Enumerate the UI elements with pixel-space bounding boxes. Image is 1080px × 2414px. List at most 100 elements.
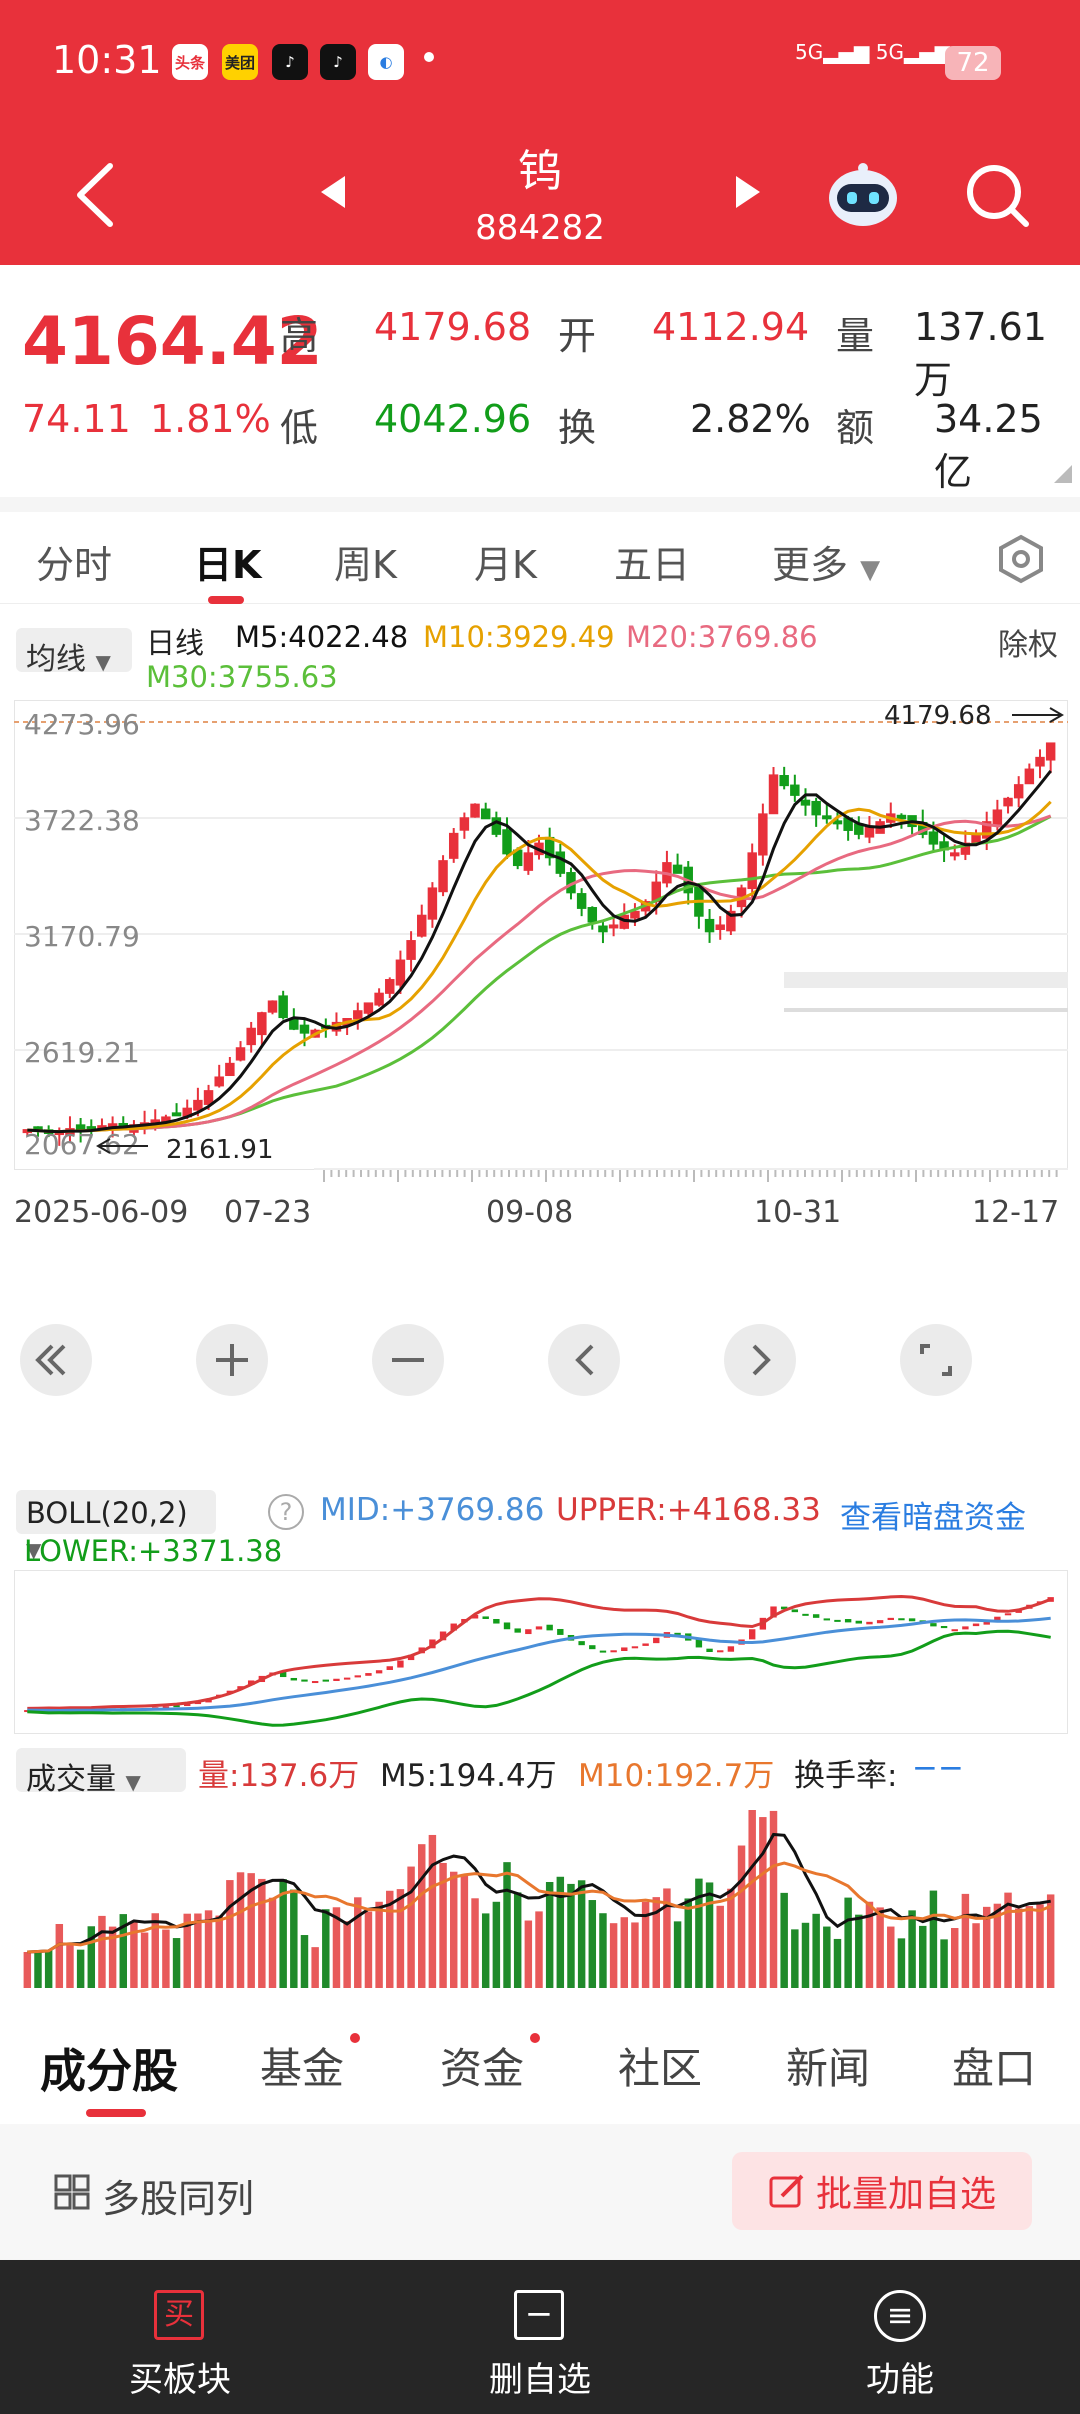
buy-sector-label: 买板块 bbox=[129, 2360, 231, 2400]
candle bbox=[928, 831, 939, 845]
volume-bar bbox=[545, 1882, 554, 1988]
volume-bar bbox=[833, 1938, 842, 1988]
boll-candle bbox=[642, 1643, 649, 1646]
volume-bar bbox=[631, 1922, 639, 1988]
volume-bar bbox=[290, 1889, 298, 1988]
candle bbox=[502, 829, 512, 855]
tab-monthly-k[interactable]: 月K bbox=[474, 543, 537, 587]
pan-left-icon[interactable] bbox=[548, 1324, 620, 1396]
candle bbox=[385, 979, 395, 994]
candle bbox=[1045, 742, 1056, 761]
candle bbox=[203, 1090, 214, 1105]
volume-bar bbox=[524, 1920, 533, 1988]
meituan-app-icon: 美团 bbox=[222, 44, 258, 80]
volume-bar bbox=[577, 1880, 586, 1988]
volume-bar bbox=[876, 1907, 884, 1988]
boll-candle bbox=[908, 1618, 916, 1622]
pan-right-icon[interactable] bbox=[724, 1324, 796, 1396]
boll-candle bbox=[983, 1620, 990, 1625]
volume-bar bbox=[226, 1880, 234, 1988]
candle bbox=[491, 817, 502, 835]
boll-candle bbox=[503, 1622, 511, 1630]
boll-candle bbox=[898, 1618, 905, 1621]
boll-candle bbox=[397, 1660, 404, 1668]
boll-candle bbox=[930, 1623, 937, 1627]
date-tick-1: 2025-06-09 bbox=[14, 1195, 188, 1230]
prev-stock-icon[interactable] bbox=[315, 172, 351, 212]
back-arrow-icon[interactable] bbox=[70, 160, 120, 230]
robot-assistant-icon[interactable] bbox=[825, 160, 901, 230]
tab-more[interactable]: 更多 ▼ bbox=[772, 543, 881, 587]
high-value: 4179.68 bbox=[374, 305, 532, 349]
volume-bar bbox=[322, 1909, 330, 1988]
min-price-marker: 2161.91 bbox=[166, 1135, 274, 1165]
volume-bar bbox=[44, 1949, 53, 1988]
volume-bar bbox=[641, 1901, 650, 1988]
tab-fund[interactable]: 基金 bbox=[260, 2044, 345, 2093]
search-icon[interactable] bbox=[962, 160, 1032, 230]
price-tick-3: 3170.79 bbox=[24, 920, 140, 953]
volume-bar bbox=[1014, 1908, 1023, 1988]
candle bbox=[704, 918, 715, 933]
candle bbox=[374, 992, 384, 1006]
buy-sector-button[interactable]: 买 买板块 bbox=[0, 2260, 360, 2414]
multi-stock-label[interactable]: 多股同列 bbox=[102, 2177, 255, 2221]
candlestick-chart[interactable]: 4273.96 3722.38 3170.79 2619.21 2067.62 … bbox=[14, 700, 1068, 1170]
volume-bar bbox=[695, 1878, 703, 1988]
open-value: 4112.94 bbox=[652, 305, 810, 349]
boll-candle bbox=[1004, 1613, 1012, 1616]
volume-bar bbox=[172, 1938, 181, 1988]
tab-daily-k[interactable]: 日K bbox=[194, 543, 262, 587]
volume-bar bbox=[791, 1929, 799, 1988]
fullscreen-icon[interactable] bbox=[900, 1324, 972, 1396]
boll-candle bbox=[599, 1650, 607, 1653]
volume-value: 137.61万 bbox=[914, 305, 1047, 402]
scroll-left-icon[interactable] bbox=[20, 1324, 92, 1396]
candle bbox=[278, 995, 288, 1019]
candle bbox=[438, 860, 448, 893]
boll-candle bbox=[354, 1675, 361, 1678]
candle bbox=[1003, 797, 1013, 807]
tab-community[interactable]: 社区 bbox=[618, 2044, 703, 2093]
batch-add-watchlist-button[interactable]: 批量加自选 bbox=[732, 2152, 1032, 2230]
remove-icon: − bbox=[514, 2290, 564, 2340]
zoom-in-icon[interactable] bbox=[196, 1324, 268, 1396]
tab-capital[interactable]: 资金 bbox=[440, 2044, 525, 2093]
remove-watchlist-button[interactable]: − 删自选 bbox=[360, 2260, 720, 2414]
open-label: 开 bbox=[558, 314, 597, 358]
volume-chart[interactable] bbox=[14, 1798, 1068, 1988]
boll-selector[interactable]: BOLL(20,2) ▼ bbox=[16, 1490, 216, 1562]
tab-intraday[interactable]: 分时 bbox=[36, 543, 113, 587]
vol-m10: M10:192.7万 bbox=[578, 1758, 775, 1794]
boll-chart[interactable] bbox=[14, 1570, 1068, 1734]
volume-selector[interactable]: 成交量 ▼ bbox=[16, 1748, 186, 1797]
ex-rights-button[interactable]: 除权 bbox=[998, 628, 1058, 663]
next-stock-icon[interactable] bbox=[730, 172, 766, 212]
functions-button[interactable]: ≡ 功能 bbox=[720, 2260, 1080, 2414]
volume-bar bbox=[961, 1893, 970, 1988]
candle bbox=[822, 815, 832, 820]
volume-bar bbox=[268, 1897, 277, 1988]
tab-weekly-k[interactable]: 周K bbox=[334, 543, 397, 587]
boll-candle bbox=[535, 1626, 543, 1630]
signal-icon: 5G▂▄▆ 5G▂▄▆ bbox=[795, 40, 951, 64]
boll-candle bbox=[375, 1670, 383, 1674]
zoom-out-icon[interactable] bbox=[372, 1324, 444, 1396]
tab-orderbook[interactable]: 盘口 bbox=[952, 2044, 1037, 2093]
help-icon[interactable]: ? bbox=[268, 1494, 304, 1530]
boll-candle bbox=[994, 1616, 1001, 1621]
ma-selector[interactable]: 均线 ▼ bbox=[16, 628, 132, 677]
low-value: 4042.96 bbox=[374, 397, 532, 441]
volume-bar bbox=[865, 1901, 874, 1988]
expand-corner-icon[interactable] bbox=[1054, 465, 1072, 483]
volume-bar bbox=[567, 1883, 575, 1988]
dark-pool-link[interactable]: 查看暗盘资金 bbox=[840, 1500, 1026, 1536]
settings-hex-icon[interactable] bbox=[996, 534, 1046, 584]
candle bbox=[448, 832, 459, 859]
tab-constituents[interactable]: 成分股 bbox=[40, 2044, 178, 2098]
tab-news[interactable]: 新闻 bbox=[786, 2044, 871, 2093]
multi-stock-row: 多股同列 批量加自选 bbox=[0, 2124, 1080, 2259]
tab-five-day[interactable]: 五日 bbox=[614, 543, 691, 587]
volume-bar bbox=[887, 1926, 895, 1988]
boll-candle bbox=[290, 1677, 298, 1681]
